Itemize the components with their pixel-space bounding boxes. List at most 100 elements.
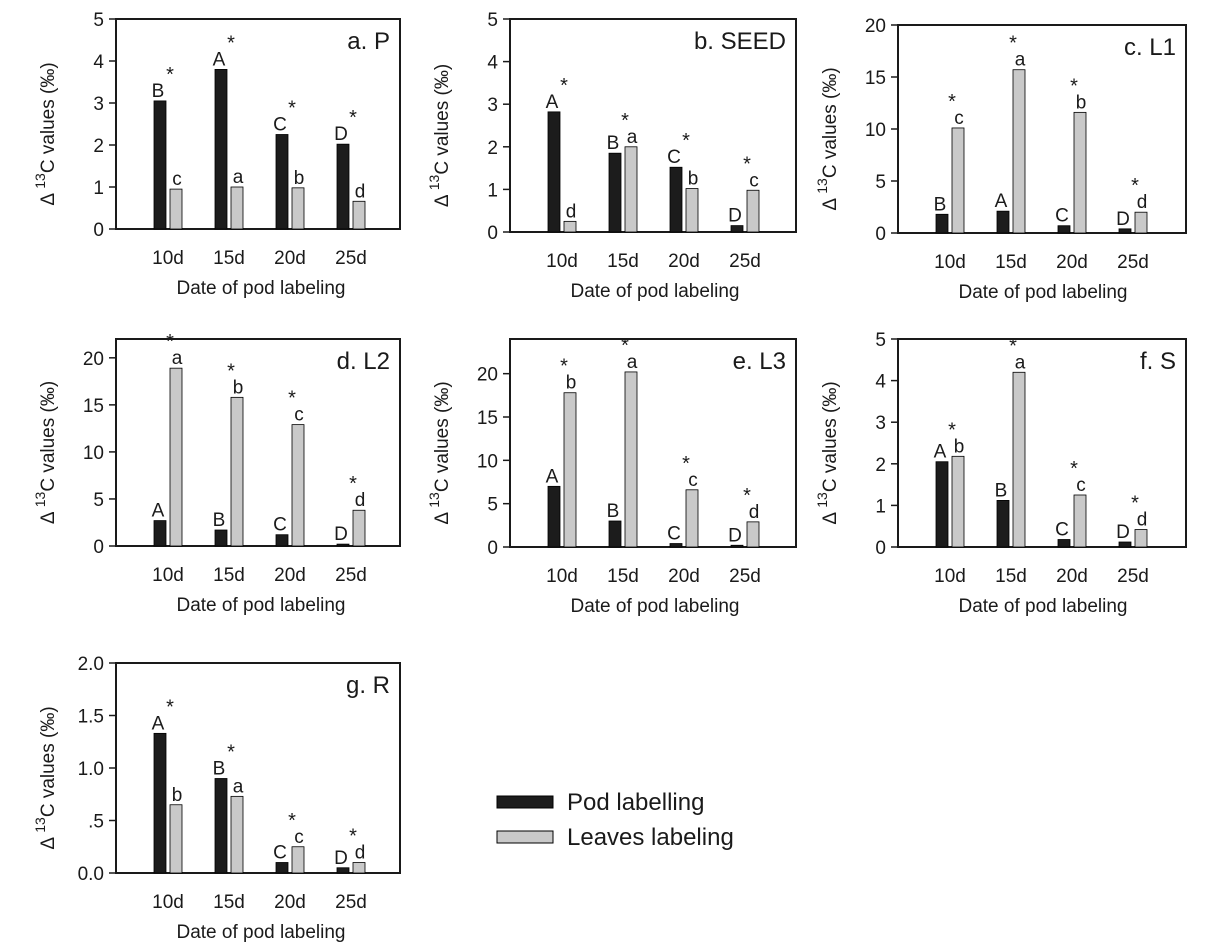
bar-pod-labelling xyxy=(996,210,1010,234)
bar-leaves-labeling xyxy=(685,188,699,233)
significance-star: * xyxy=(682,130,690,152)
x-axis-title: Date of pod labeling xyxy=(176,922,345,943)
y-axis-title: Δ 13C values (‰) xyxy=(426,64,453,207)
bar-pod-labelling xyxy=(336,543,350,547)
bar-pod-labelling xyxy=(730,225,744,233)
bar-pod-labelling xyxy=(214,778,228,874)
letter-label-pod: A xyxy=(152,713,165,734)
x-tick-label: 10d xyxy=(546,566,578,587)
letter-label-leaves: a xyxy=(233,776,244,797)
x-tick-label: 15d xyxy=(607,566,639,587)
bar-leaves-labeling xyxy=(624,146,638,233)
x-tick-label: 15d xyxy=(213,892,245,913)
legend-swatch xyxy=(496,795,554,809)
bar-pod-labelling xyxy=(153,732,167,874)
legend-swatch xyxy=(496,830,554,844)
bar-leaves-labeling xyxy=(169,804,183,874)
letter-label-pod: B xyxy=(607,133,620,154)
letter-label-pod: C xyxy=(273,515,287,536)
significance-star: * xyxy=(349,107,357,129)
y-tick-label: 1.0 xyxy=(78,759,104,780)
bar-leaves-labeling xyxy=(1134,211,1148,234)
panel-label: e. L3 xyxy=(733,348,786,375)
significance-star: * xyxy=(743,153,751,175)
plot-frame xyxy=(509,18,797,233)
bar-pod-labelling xyxy=(153,100,167,230)
letter-label-leaves: c xyxy=(749,170,759,191)
bar-leaves-labeling xyxy=(291,846,305,874)
significance-star: * xyxy=(166,331,174,353)
y-tick-label: 4 xyxy=(93,52,104,73)
x-axis-title: Date of pod labeling xyxy=(958,282,1127,303)
panel-label: d. L2 xyxy=(337,348,390,375)
letter-label-pod: B xyxy=(213,510,226,531)
bar-pod-labelling xyxy=(214,529,228,547)
significance-star: * xyxy=(948,419,956,441)
letter-label-pod: B xyxy=(213,759,226,780)
letter-label-leaves: a xyxy=(233,167,244,188)
x-tick-label: 10d xyxy=(152,248,184,269)
x-tick-label: 20d xyxy=(668,251,700,272)
y-tick-label: 5 xyxy=(93,490,104,511)
y-tick-label: 5 xyxy=(93,10,104,31)
y-tick-label: 1 xyxy=(487,180,498,201)
bar-pod-labelling xyxy=(336,143,350,230)
y-tick-label: 15 xyxy=(865,68,886,89)
letter-label-pod: C xyxy=(1055,520,1069,541)
x-tick-label: 25d xyxy=(335,892,367,913)
plot-frame xyxy=(897,338,1187,548)
y-tick-label: 0 xyxy=(93,220,104,241)
y-tick-label: .5 xyxy=(88,812,104,833)
letter-label-leaves: d xyxy=(749,502,760,523)
y-tick-label: 0 xyxy=(875,224,886,245)
bar-pod-labelling xyxy=(547,485,561,548)
bar-leaves-labeling xyxy=(1073,111,1087,234)
bar-leaves-labeling xyxy=(352,509,366,547)
bar-pod-labelling xyxy=(1057,539,1071,548)
letter-label-leaves: b xyxy=(688,169,699,190)
panel-label: f. S xyxy=(1140,348,1176,375)
letter-label-leaves: c xyxy=(1076,475,1086,496)
letter-label-leaves: d xyxy=(355,843,366,864)
bar-pod-labelling xyxy=(730,544,744,548)
letter-label-leaves: d xyxy=(355,181,366,202)
legend: Pod labelling Leaves labeling xyxy=(496,789,734,851)
significance-star: * xyxy=(1070,75,1078,97)
bar-pod-labelling xyxy=(547,111,561,233)
letter-label-pod: C xyxy=(667,524,681,545)
bar-pod-labelling xyxy=(153,520,167,547)
x-tick-label: 25d xyxy=(335,248,367,269)
letter-label-pod: D xyxy=(334,124,348,145)
y-tick-label: 0 xyxy=(93,537,104,558)
significance-star: * xyxy=(1070,458,1078,480)
x-tick-label: 20d xyxy=(274,892,306,913)
x-axis-title: Date of pod labeling xyxy=(958,596,1127,617)
significance-star: * xyxy=(227,742,235,764)
y-tick-label: 4 xyxy=(875,372,886,393)
significance-star: * xyxy=(349,826,357,848)
bar-pod-labelling xyxy=(275,134,289,230)
plot-frame xyxy=(115,18,401,230)
significance-star: * xyxy=(621,110,629,132)
y-axis-title: Δ 13C values (‰) xyxy=(426,381,453,524)
legend-label: Leaves labeling xyxy=(567,824,734,851)
letter-label-leaves: d xyxy=(566,201,577,222)
significance-star: * xyxy=(743,485,751,507)
x-tick-label: 10d xyxy=(152,892,184,913)
letter-label-pod: D xyxy=(728,206,742,227)
significance-star: * xyxy=(1131,175,1139,197)
letter-label-pod: D xyxy=(728,525,742,546)
letter-label-pod: C xyxy=(667,147,681,168)
significance-star: * xyxy=(227,360,235,382)
letter-label-leaves: a xyxy=(627,127,638,148)
y-axis-title: Δ 13C values (‰) xyxy=(814,67,841,210)
significance-star: * xyxy=(166,64,174,86)
significance-star: * xyxy=(560,75,568,97)
y-tick-label: 15 xyxy=(83,396,104,417)
y-tick-label: 2.0 xyxy=(78,654,104,675)
letter-label-pod: A xyxy=(213,49,226,70)
